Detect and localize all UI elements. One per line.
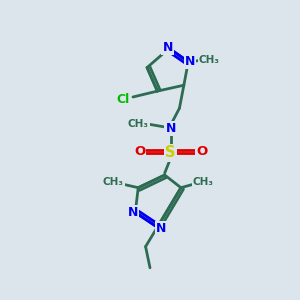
Text: Cl: Cl [117, 93, 130, 106]
Text: CH₃: CH₃ [103, 177, 124, 188]
Text: N: N [163, 41, 173, 54]
Text: O: O [196, 145, 207, 158]
Text: O: O [134, 145, 145, 158]
Text: N: N [156, 222, 166, 235]
Text: CH₃: CH₃ [198, 55, 219, 65]
Text: S: S [165, 146, 176, 160]
Text: N: N [128, 206, 138, 219]
Text: N: N [165, 122, 176, 135]
Text: CH₃: CH₃ [193, 177, 214, 188]
Text: CH₃: CH₃ [128, 119, 149, 129]
Text: N: N [184, 55, 195, 68]
